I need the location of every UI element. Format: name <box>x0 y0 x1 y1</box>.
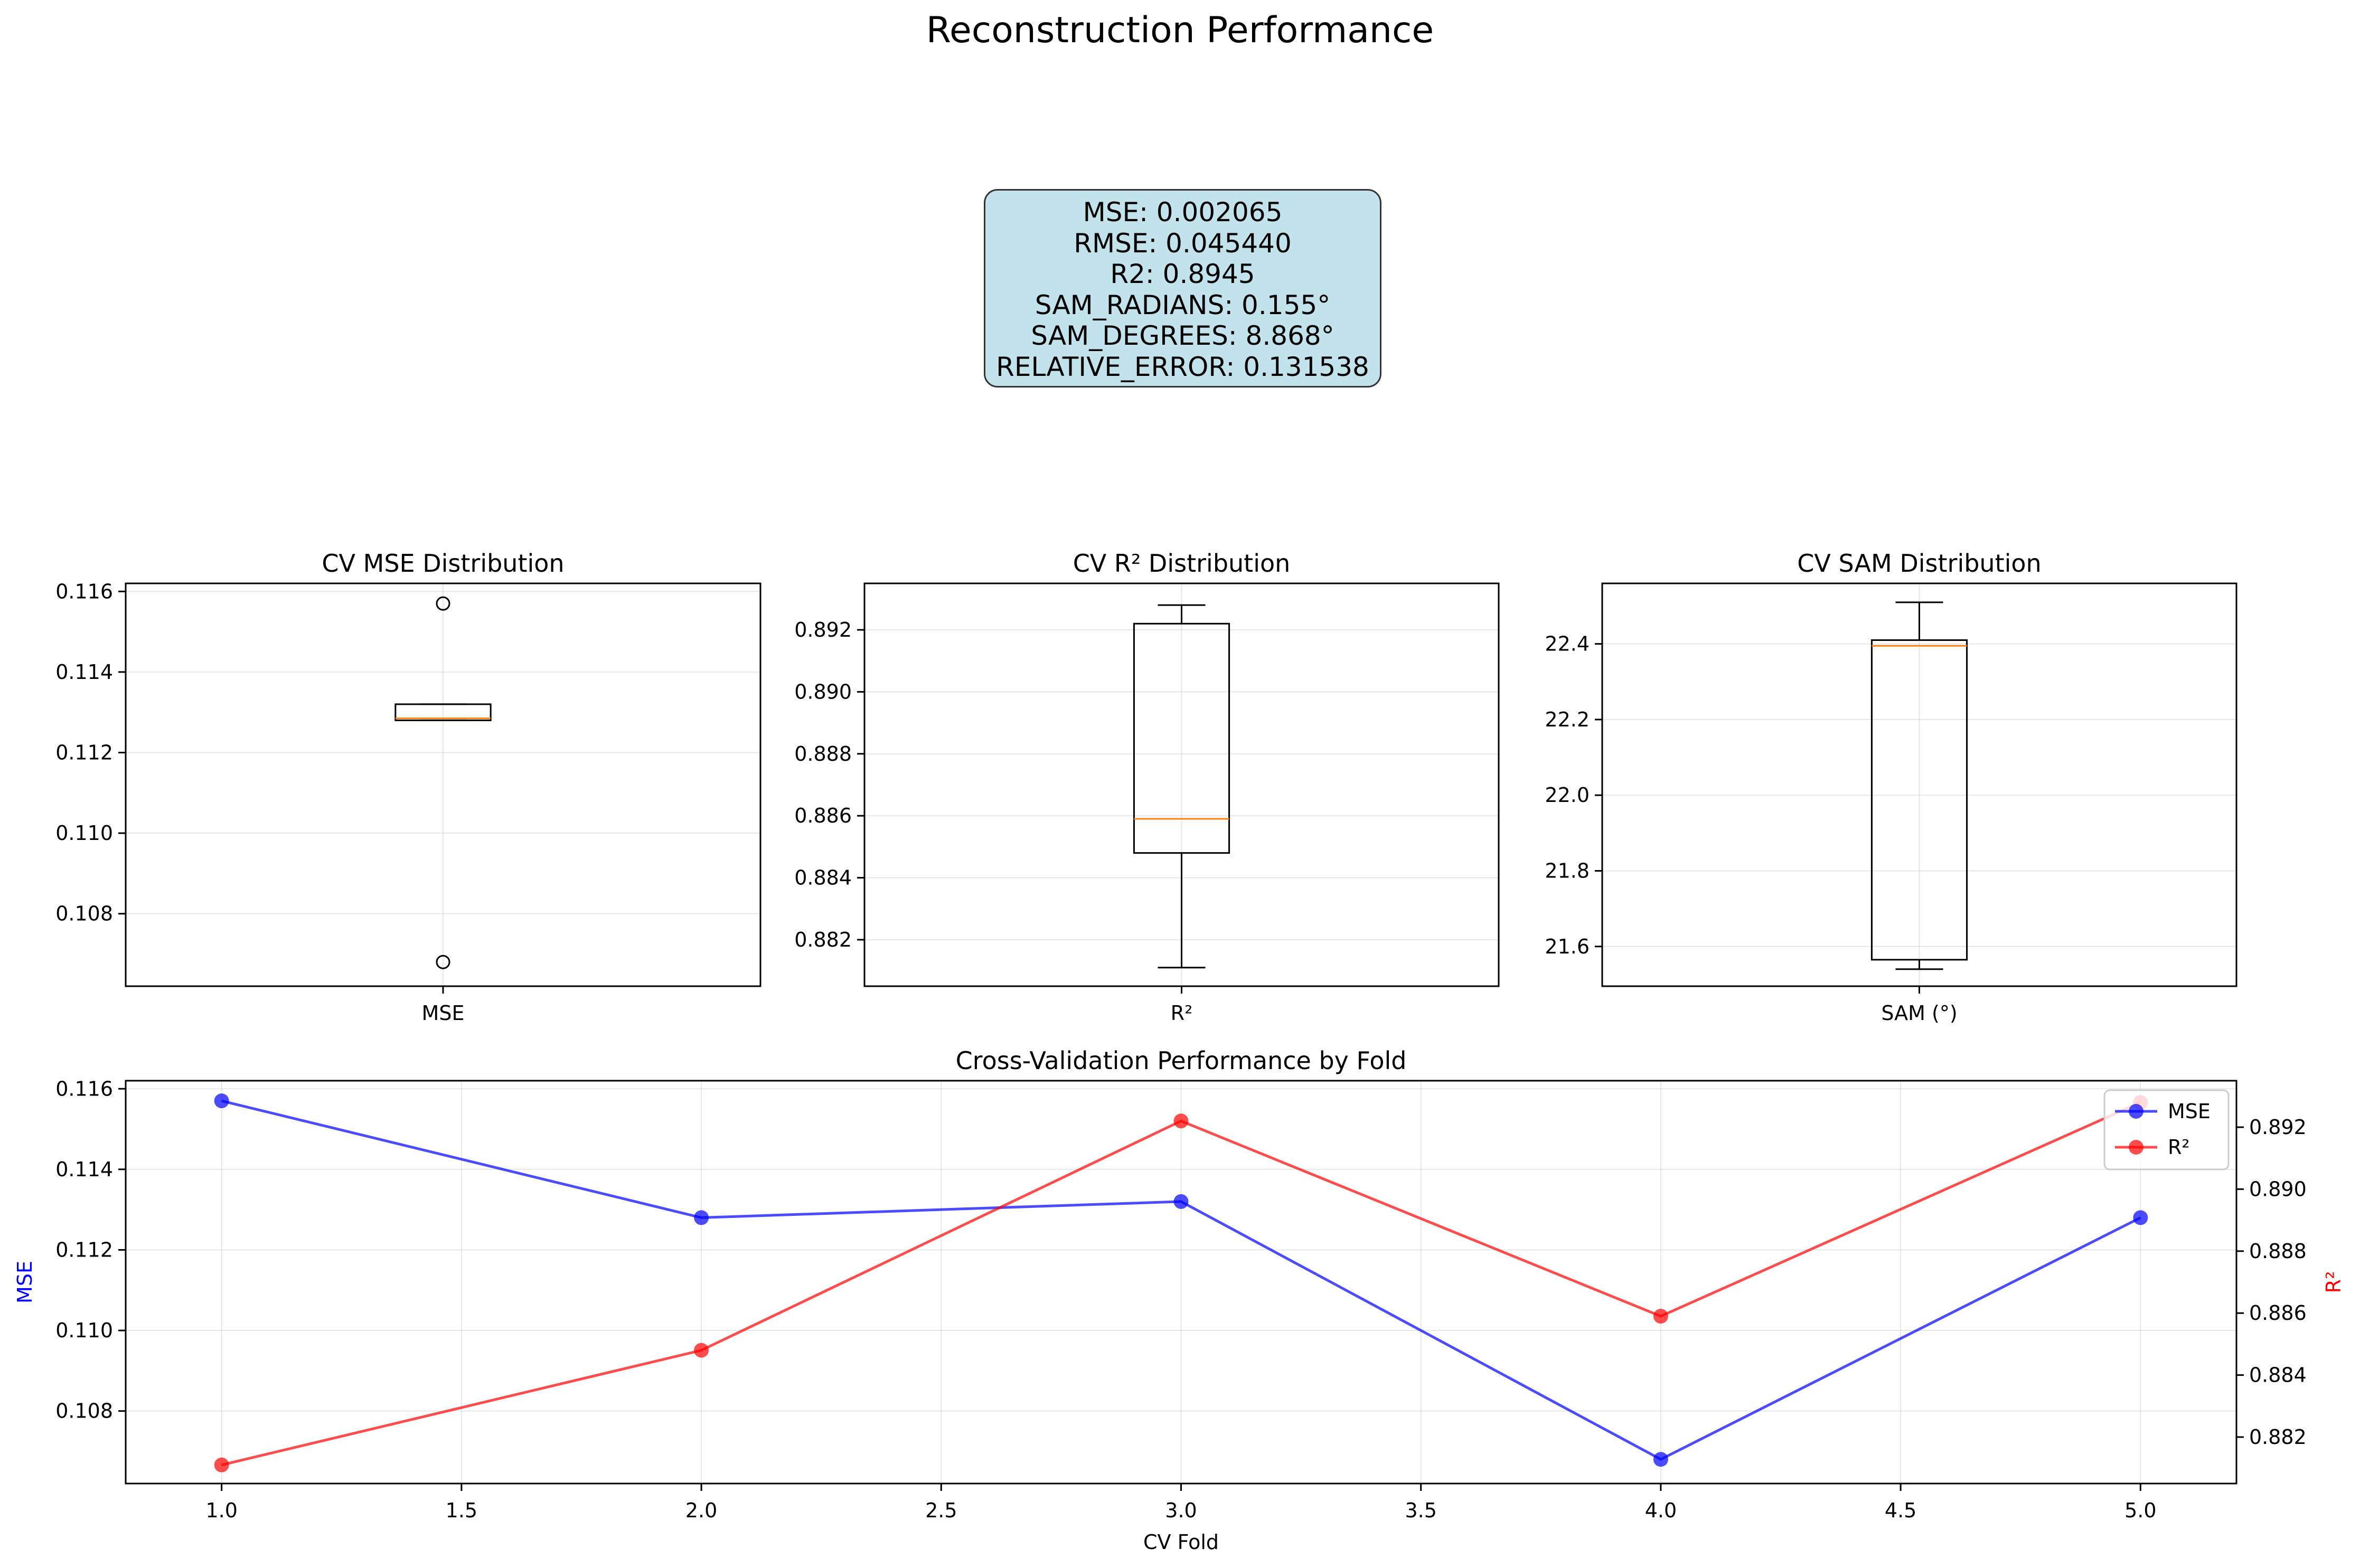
iqr-box <box>394 703 492 721</box>
x-axis-label: CV Fold <box>1143 1531 1219 1554</box>
y-tick-label: 22.2 <box>1545 708 1590 731</box>
metric-sam-degrees-line: SAM_DEGREES: 8.868° <box>1031 320 1334 351</box>
y-tick-label-right: 0.888 <box>2249 1240 2307 1263</box>
y-tick-label-left: 0.114 <box>55 1158 113 1181</box>
data-point-r2 <box>1653 1309 1668 1324</box>
data-point-mse <box>1173 1194 1189 1209</box>
x-tick-label: R² <box>1171 1002 1193 1025</box>
y-tick-label-right: 0.882 <box>2249 1425 2307 1449</box>
panel-title: CV R² Distribution <box>1073 549 1291 578</box>
data-point-mse <box>214 1093 229 1109</box>
data-point-r2 <box>694 1343 709 1358</box>
x-tick-label: MSE <box>422 1002 465 1025</box>
metric-r2-line: R2: 0.8945 <box>1110 259 1255 289</box>
y-tick-label: 0.882 <box>794 928 852 951</box>
y-tick-label: 21.8 <box>1545 859 1590 882</box>
y-axis-label-left: MSE <box>13 1261 36 1303</box>
y-tick-label-left: 0.110 <box>55 1319 113 1342</box>
fold-line-panel: 1.0 1.5 2.0 2.5 3.0 3.5 4.0 4.5 5.0 0.108 0.110 0.1… <box>13 1046 2345 1554</box>
x-tick-label: 2.5 <box>925 1499 957 1522</box>
y-tick-label: 0.108 <box>55 902 113 925</box>
x-tick-label: SAM (°) <box>1881 1002 1957 1025</box>
metrics-summary-box: MSE: 0.002065 RMSE: 0.045440 R2: 0.8945 … <box>984 189 1381 388</box>
box-panel-r2: 0.882 0.884 0.886 0.888 0.890 0.892 R² CV R² Di… <box>794 549 1500 1025</box>
y-tick-label: 0.888 <box>794 742 852 766</box>
y-tick-label-left: 0.112 <box>55 1238 113 1261</box>
legend-marker-r2 <box>2129 1140 2143 1155</box>
y-tick-label: 0.116 <box>55 580 113 603</box>
y-tick-label-right: 0.886 <box>2249 1301 2307 1325</box>
x-tick-label: 3.0 <box>1165 1499 1197 1522</box>
legend-marker-mse <box>2129 1104 2143 1119</box>
x-tick-label: 5.0 <box>2124 1499 2156 1522</box>
legend: MSE R² <box>2103 1089 2230 1170</box>
x-tick-label: 3.5 <box>1405 1499 1436 1522</box>
y-tick-label: 0.114 <box>55 660 113 684</box>
x-tick-label: 4.5 <box>1885 1499 1916 1522</box>
data-point-r2 <box>214 1457 229 1472</box>
y-tick-label-left: 0.116 <box>55 1077 113 1100</box>
y-tick-label: 22.4 <box>1545 632 1590 656</box>
legend-label-r2: R² <box>2168 1136 2190 1159</box>
metric-rmse-line: RMSE: 0.045440 <box>1074 228 1292 259</box>
data-point-mse <box>2133 1210 2148 1225</box>
y-tick-label-right: 0.884 <box>2249 1364 2307 1387</box>
y-tick-label: 0.890 <box>794 680 852 703</box>
data-point-r2 <box>1173 1113 1189 1129</box>
data-point-mse <box>1653 1452 1668 1467</box>
y-axis-label-right: R² <box>2322 1271 2345 1293</box>
y-tick-label: 0.892 <box>794 618 852 641</box>
y-tick-label-right: 0.890 <box>2249 1177 2307 1201</box>
iqr-box <box>1133 622 1230 854</box>
x-tick-label: 2.0 <box>685 1499 717 1522</box>
x-tick-label: 1.0 <box>205 1499 237 1522</box>
y-tick-label: 0.884 <box>794 866 852 890</box>
x-tick-label: 1.5 <box>446 1499 477 1522</box>
y-tick-label: 21.6 <box>1545 935 1590 958</box>
legend-label-mse: MSE <box>2168 1100 2211 1123</box>
metric-relative-error-line: RELATIVE_ERROR: 0.131538 <box>996 351 1369 382</box>
y-tick-label-right: 0.892 <box>2249 1116 2307 1139</box>
outlier-point <box>436 955 450 969</box>
figure-title: Reconstruction Performance <box>926 10 1434 51</box>
panel-title: CV MSE Distribution <box>322 549 564 578</box>
panel-title: Cross-Validation Performance by Fold <box>956 1046 1407 1075</box>
y-tick-label: 0.112 <box>55 741 113 764</box>
panel-title: CV SAM Distribution <box>1797 549 2041 578</box>
iqr-box <box>1870 639 1968 961</box>
y-tick-label: 22.0 <box>1545 783 1590 807</box>
outlier-point <box>436 596 450 611</box>
metric-sam-radians-line: SAM_RADIANS: 0.155° <box>1035 289 1331 320</box>
box-panel-sam: 21.6 21.8 22.0 22.2 22.4 SAM (°) CV SAM Distri… <box>1545 549 2237 1025</box>
x-tick-label: 4.0 <box>1645 1499 1677 1522</box>
y-tick-label-left: 0.108 <box>55 1400 113 1423</box>
box-panel-mse: 0.108 0.110 0.112 0.114 0.116 MSE CV MSE Distr… <box>55 549 761 1025</box>
y-tick-label: 0.110 <box>55 821 113 845</box>
metric-mse-line: MSE: 0.002065 <box>1083 197 1283 228</box>
y-tick-label: 0.886 <box>794 804 852 827</box>
data-point-mse <box>694 1210 709 1225</box>
